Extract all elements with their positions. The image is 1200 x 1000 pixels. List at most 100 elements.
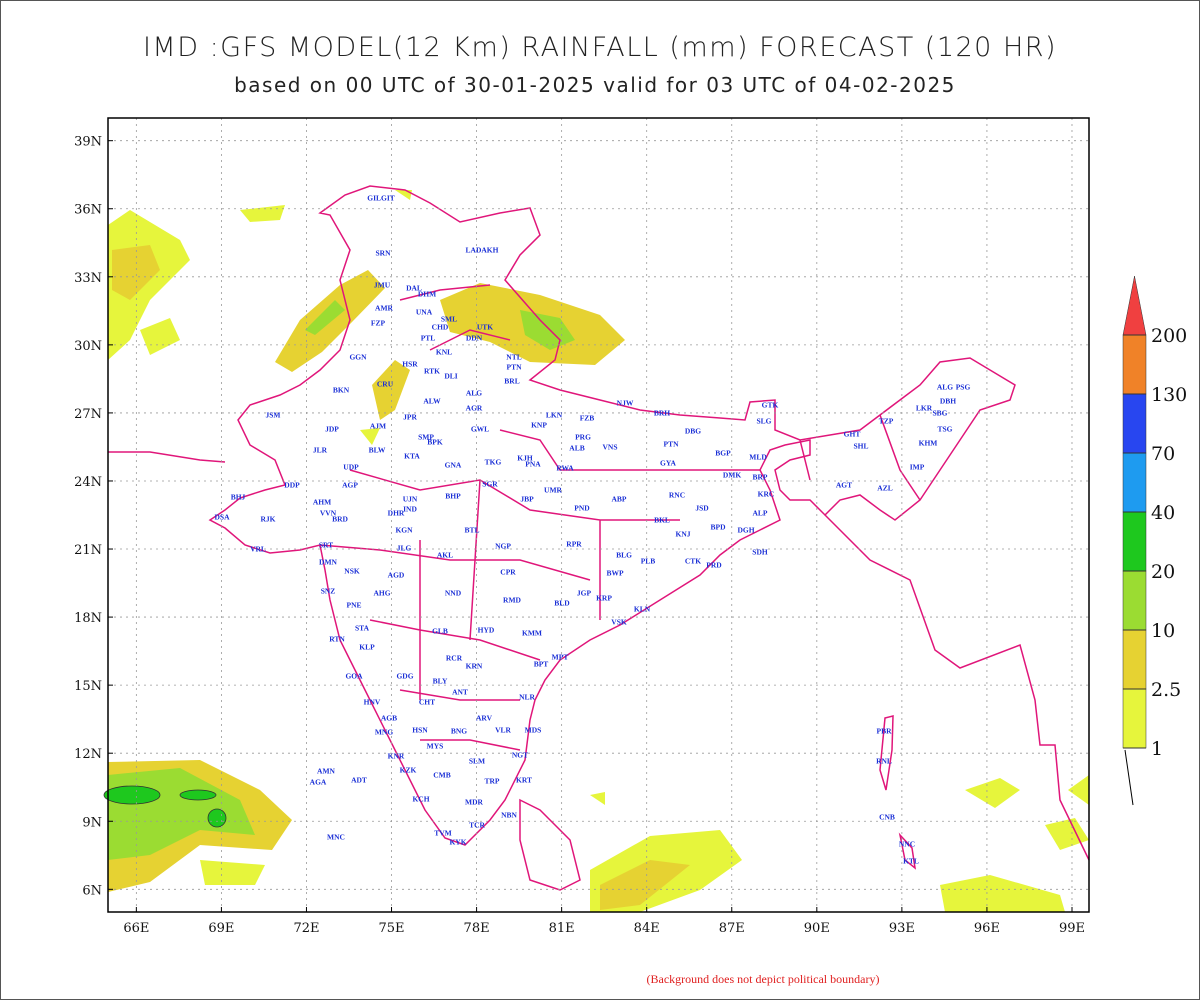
station-label: VNS: [602, 443, 617, 452]
station-label: JSM: [266, 411, 281, 420]
station-label: TVM: [434, 829, 452, 838]
station-label: DDP: [284, 481, 300, 490]
station-label: KRT: [516, 776, 532, 785]
station-label: GWL: [471, 425, 489, 434]
y-tick-label: 27N: [74, 407, 102, 422]
station-label: ALP: [753, 509, 768, 518]
station-label: JLR: [313, 446, 328, 455]
station-label: KJH: [517, 454, 533, 463]
station-label: DMN: [319, 558, 337, 567]
station-label: SHL: [853, 442, 868, 451]
station-label: SLM: [469, 757, 485, 766]
station-label: PRG: [575, 433, 591, 442]
station-label: RMD: [503, 596, 521, 605]
station-label: CMB: [433, 771, 451, 780]
station-label: MLD: [749, 453, 767, 462]
station-label: DMK: [723, 471, 741, 480]
station-label: ANT: [452, 688, 468, 697]
station-label: AGD: [388, 571, 405, 580]
x-tick-label: 99E: [1059, 921, 1085, 936]
y-tick-label: 6N: [82, 883, 102, 898]
station-label: LKN: [546, 411, 563, 420]
station-label: RNL: [876, 757, 892, 766]
station-label: MNC: [327, 833, 345, 842]
station-label: SRT: [319, 541, 333, 550]
station-label: JPR: [403, 413, 417, 422]
colorbar-band: [1122, 511, 1147, 572]
station-label: ALB: [569, 444, 584, 453]
station-label: TRP: [485, 777, 500, 786]
station-label: BPD: [711, 523, 727, 532]
station-label: HYD: [478, 626, 495, 635]
station-label: KLN: [634, 605, 651, 614]
station-label: VLR: [495, 726, 511, 735]
station-label: UJN: [403, 495, 418, 504]
station-label: DHR: [388, 509, 405, 518]
station-label: MDS: [525, 726, 542, 735]
station-label: AHG: [373, 589, 390, 598]
station-label: AGB: [381, 714, 397, 723]
station-label: HSN: [412, 726, 428, 735]
station-label: SLG: [756, 417, 771, 426]
station-label: TSG: [937, 425, 952, 434]
station-label: ALG: [937, 383, 953, 392]
station-label: DLI: [444, 372, 457, 381]
boundaries: [108, 185, 1090, 891]
station-label: BRD: [332, 515, 348, 524]
station-label: BLG: [616, 551, 632, 560]
station-label: NNC: [899, 840, 915, 849]
colorbar-band: [1122, 629, 1147, 690]
station-label: MPT: [552, 653, 569, 662]
plot-frame: [107, 117, 1090, 913]
station-label: SBG: [932, 409, 947, 418]
x-tick-label: 93E: [889, 921, 915, 936]
station-label: KYK: [449, 838, 466, 847]
station-label: AGP: [342, 481, 358, 490]
station-label: NGP: [495, 542, 511, 551]
station-label: IMP: [910, 463, 925, 472]
x-tick-label: 72E: [293, 921, 319, 936]
colorbar-band: [1122, 452, 1147, 513]
station-label: BGP: [715, 449, 731, 458]
station-label: KHM: [919, 439, 938, 448]
station-label: KNR: [388, 752, 405, 761]
station-label: TCR: [469, 821, 485, 830]
station-label: BNG: [451, 727, 467, 736]
station-label: IND: [403, 505, 417, 514]
colorbar-label: 10: [1151, 620, 1175, 642]
station-label: PLB: [641, 557, 656, 566]
x-tick-label: 78E: [464, 921, 490, 936]
station-label: PRD: [706, 561, 722, 570]
colorbar-label: 2.5: [1151, 679, 1181, 701]
station-label: JMU: [374, 281, 391, 290]
station-label: AMN: [317, 767, 335, 776]
station-label: RWA: [556, 464, 574, 473]
station-label: TKG: [485, 458, 502, 467]
station-label: VVN: [320, 509, 337, 518]
station-label: BLW: [369, 446, 386, 455]
station-label: GOA: [345, 672, 363, 681]
station-label: UDP: [343, 463, 359, 472]
station-label: GILGIT: [367, 194, 395, 203]
x-tick-label: 75E: [379, 921, 405, 936]
station-label: TZP: [879, 417, 894, 426]
station-label: SNZ: [321, 587, 336, 596]
station-label: KRC: [758, 490, 775, 499]
y-tick-label: 33N: [74, 271, 102, 286]
station-label: KRN: [466, 662, 483, 671]
station-label: CHD: [432, 323, 449, 332]
station-label: NSK: [344, 567, 360, 576]
y-tick-label: 21N: [74, 543, 102, 558]
colorbar-label: 200: [1151, 325, 1187, 347]
station-label: FZB: [580, 414, 595, 423]
colorbar-band: [1122, 570, 1147, 631]
station-label: CTK: [685, 557, 701, 566]
station-label: PBR: [877, 727, 893, 736]
colorbar-label: 20: [1151, 561, 1175, 583]
station-label: GYA: [660, 459, 677, 468]
x-tick-label: 87E: [719, 921, 745, 936]
station-label: VRL: [250, 545, 266, 554]
station-label: SDH: [752, 548, 768, 557]
station-label: ARV: [476, 714, 493, 723]
